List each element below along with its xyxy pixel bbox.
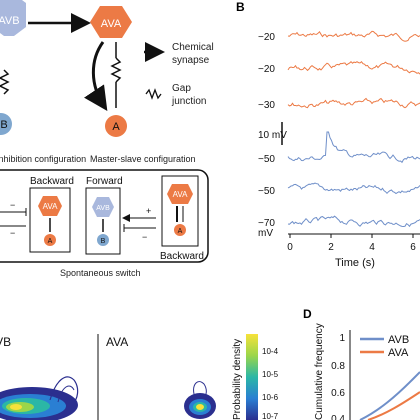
- panel-d-letter: D: [303, 307, 312, 321]
- a-node-label: A: [112, 121, 120, 133]
- left-heat-contour: [49, 376, 79, 405]
- backward-box: [161, 175, 199, 247]
- gap-legend-label: Gap junction: [171, 83, 206, 107]
- colorbar-label: Probability density: [232, 339, 243, 420]
- chemical-legend-label: Chemical synapse: [172, 42, 216, 66]
- left-ava-node: [38, 196, 62, 216]
- backward-a-label: A: [178, 228, 183, 235]
- switch-diagram-box: [0, 169, 209, 263]
- ava-to-a-chemical-arrow: [84, 41, 108, 111]
- left-heatmap: [0, 376, 79, 420]
- ava-a-gap-resistor: [110, 57, 122, 83]
- d-ytick-4: 0.4: [331, 414, 345, 420]
- colorbar: [246, 334, 258, 420]
- colorbar-tick-4: 10-7: [262, 412, 279, 420]
- trace-label-2: −20: [258, 64, 275, 75]
- ava-cdf-curve: [367, 391, 420, 420]
- left-backward-label: Backward: [30, 176, 74, 187]
- left-backward-group: Backward AVA A − −: [0, 176, 74, 253]
- panel-b-letter: B: [236, 0, 245, 14]
- colorbar-tick-3: 10-6: [262, 393, 279, 402]
- trace-3: [287, 97, 420, 109]
- b-node: [0, 113, 12, 135]
- trace-2: [287, 60, 420, 75]
- gap-legend-symbol: [145, 88, 162, 100]
- avb-node-label: AVB: [0, 15, 20, 27]
- left-a-label: A: [48, 238, 53, 245]
- forward-avb-label: AVB: [96, 205, 110, 212]
- forward-b-node: [97, 234, 109, 246]
- trace-labels: −20 −20 −30 −50 −50 −70: [258, 32, 275, 229]
- x-axis-title: Time (s): [335, 257, 375, 269]
- right-minus: −: [142, 232, 147, 242]
- forward-box: [85, 187, 121, 255]
- right-heat-core: [196, 404, 204, 410]
- x-tick-0: 0: [287, 242, 293, 253]
- trace-label-6: −70: [258, 218, 275, 229]
- forward-b-label: B: [101, 238, 106, 245]
- colorbar-tick-2: 10-5: [262, 370, 279, 379]
- voltage-traces: [287, 30, 420, 228]
- left-minus-bottom: −: [10, 228, 15, 238]
- backward-a-node: [174, 224, 186, 236]
- x-tick-4: 4: [369, 242, 375, 253]
- backward-ava-node: [167, 184, 193, 204]
- left-heat-contour-2: [57, 385, 75, 403]
- trace-label-4: −50: [258, 154, 275, 165]
- y-unit-label: mV: [258, 228, 273, 239]
- left-a-node: [44, 234, 56, 246]
- a-node: [105, 115, 127, 137]
- x-tick-2: 2: [328, 242, 334, 253]
- trace-5: [287, 182, 420, 195]
- avb-cdf-curve: [359, 371, 420, 420]
- panel-b: B −20 −20 −30 −50 −50 −70 10 mV mV 0 2 4 6 Time …: [236, 0, 420, 269]
- right-heatmap: [184, 381, 216, 419]
- spontaneous-switch-caption: Spontaneous switch: [60, 268, 141, 278]
- b-node-label: B: [0, 119, 7, 131]
- backward-ava-label: AVA: [173, 190, 188, 199]
- trace-label-1: −20: [258, 32, 275, 43]
- panel-d-y-ticks: 1 0.8 0.6 0.4: [331, 333, 345, 420]
- mutual-inhibition-caption: Mutual inhibition configuration: [0, 154, 86, 164]
- d-ytick-1: 1: [339, 333, 345, 344]
- x-tick-6: 6: [410, 242, 416, 253]
- colorbar-tick-1: 10-4: [262, 347, 279, 356]
- legend-label-avb: AVB: [388, 334, 409, 346]
- trace-1: [287, 30, 420, 42]
- avb-b-gap-resistor: [0, 69, 10, 95]
- left-minus-top: −: [10, 200, 15, 210]
- d-ytick-3: 0.6: [331, 388, 345, 399]
- x-ticks: 0 2 4 6: [287, 234, 416, 253]
- trace-label-5: −50: [258, 186, 275, 197]
- scale-bar-label: 10 mV: [258, 130, 287, 141]
- master-slave-caption: Master-slave configuration: [90, 154, 196, 164]
- panel-d-ylabel: Cumulative frequency: [314, 323, 325, 420]
- right-switch-group: Forward AVB B + − AVA A Backward: [85, 175, 204, 262]
- legend-label-ava: AVA: [388, 347, 409, 359]
- forward-avb-node: [92, 197, 114, 217]
- forward-label: Forward: [86, 176, 123, 187]
- panel-c: AVB AVA Probability density 10-4 10-5 10-6…: [0, 334, 279, 420]
- d-ytick-2: 0.8: [331, 361, 345, 372]
- ava-node-label: AVA: [101, 18, 122, 30]
- right-plus: +: [146, 206, 151, 216]
- trace-4: [287, 131, 420, 164]
- left-heat-peak: [10, 404, 22, 410]
- right-heat-contour: [193, 381, 207, 399]
- left-inner-box: [29, 187, 71, 253]
- avb-node: [0, 0, 26, 36]
- backward-label: Backward: [160, 251, 204, 262]
- panel-a: AVB AVA A B Chemical synapse Gap junctio…: [0, 0, 216, 278]
- panel-c-title-right: AVA: [106, 335, 128, 349]
- trace-label-3: −30: [258, 100, 275, 111]
- panel-c-title-left: AVB: [0, 335, 11, 349]
- left-ava-label: AVA: [43, 202, 58, 211]
- trace-6: [287, 215, 420, 228]
- colorbar-ticks: 10-4 10-5 10-6 10-7: [262, 347, 279, 420]
- ava-node: [90, 6, 132, 38]
